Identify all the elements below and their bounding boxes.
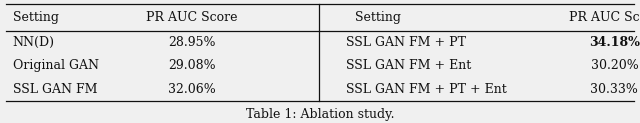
Text: NN(D): NN(D) [13, 36, 55, 49]
Text: Original GAN: Original GAN [13, 59, 99, 72]
Text: Table 1: Ablation study.: Table 1: Ablation study. [246, 108, 394, 121]
Text: PR AUC Score: PR AUC Score [147, 11, 237, 24]
Text: SSL GAN FM + PT: SSL GAN FM + PT [346, 36, 466, 49]
Text: SSL GAN FM + Ent: SSL GAN FM + Ent [346, 59, 471, 72]
Text: PR AUC Score: PR AUC Score [569, 11, 640, 24]
Text: 34.18%: 34.18% [589, 36, 640, 49]
Text: 30.33%: 30.33% [591, 83, 638, 96]
Text: 32.06%: 32.06% [168, 83, 216, 96]
Text: SSL GAN FM + PT + Ent: SSL GAN FM + PT + Ent [346, 83, 506, 96]
Text: 28.95%: 28.95% [168, 36, 216, 49]
Text: Setting: Setting [355, 11, 401, 24]
Text: SSL GAN FM: SSL GAN FM [13, 83, 97, 96]
Text: 29.08%: 29.08% [168, 59, 216, 72]
Text: 30.20%: 30.20% [591, 59, 638, 72]
Text: Setting: Setting [13, 11, 59, 24]
